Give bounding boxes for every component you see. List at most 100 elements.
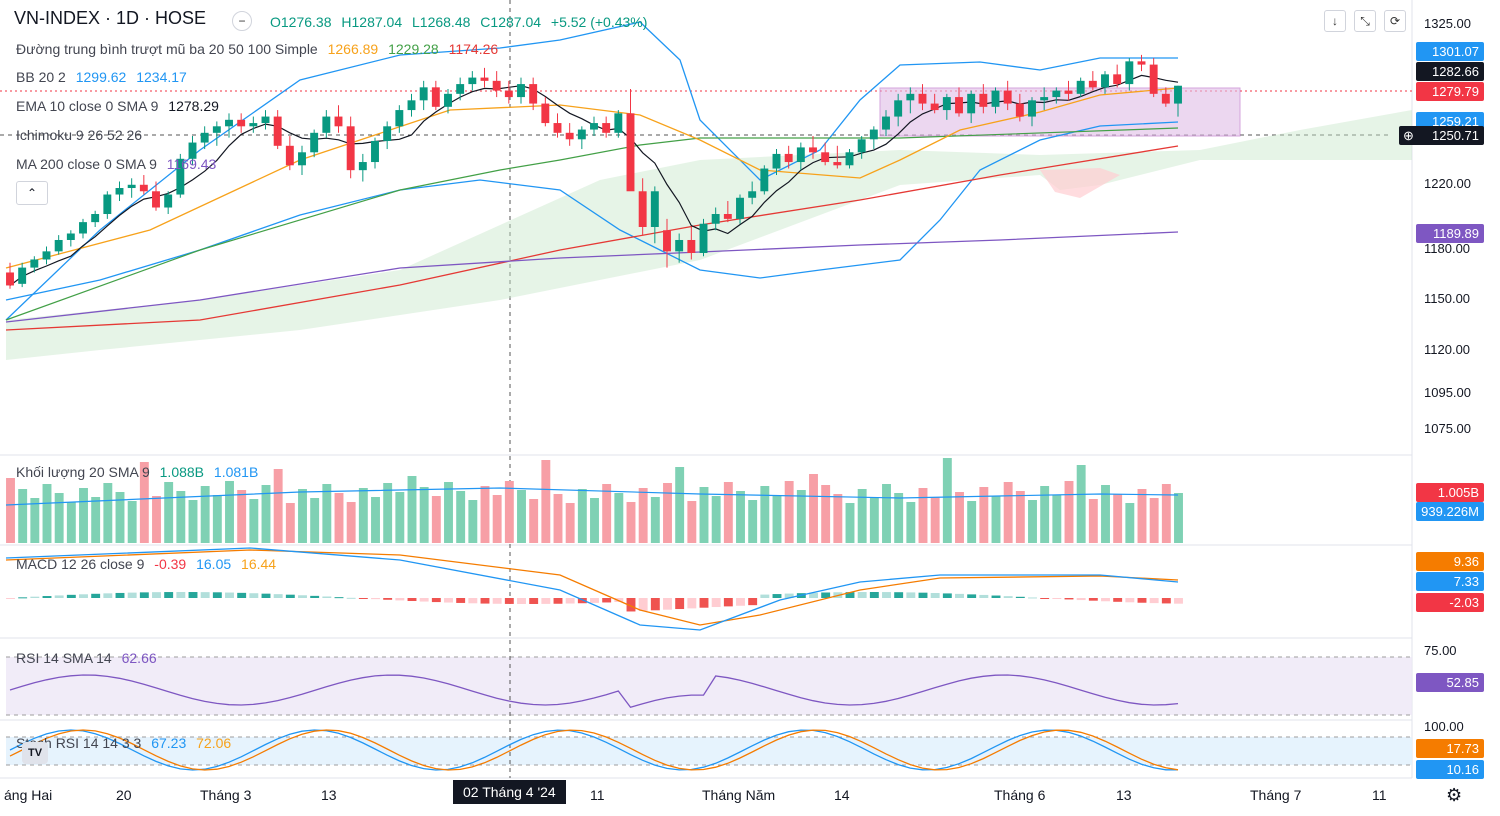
- macd-histogram-bar: [225, 592, 234, 598]
- collapse-legend-button[interactable]: ⌃: [16, 181, 48, 205]
- ma200-legend[interactable]: MA 200 close 0 SMA 9 1169.43: [16, 156, 222, 172]
- tradingview-logo-icon[interactable]: TV: [22, 742, 48, 764]
- ichimoku-label: Ichimoku 9 26 52 26: [16, 127, 143, 143]
- candle-body: [663, 230, 671, 252]
- macd-histogram-bar: [395, 598, 405, 601]
- volume-bar: [699, 487, 709, 543]
- volume-bar: [991, 496, 1001, 543]
- macd-histogram-bar: [979, 594, 989, 598]
- candle-body: [626, 113, 635, 192]
- macd-histogram-bar: [164, 592, 174, 598]
- macd-histogram-bar: [748, 598, 758, 606]
- scroll-down-button[interactable]: ↓: [1324, 10, 1346, 32]
- candle-body: [66, 233, 75, 240]
- candle-body: [492, 80, 501, 91]
- bollinger-lower-line: [5, 121, 1179, 301]
- symbol-title: VN-INDEX · 1D · HOSE: [14, 8, 207, 28]
- volume-bar: [273, 469, 283, 543]
- macd-histogram-bar: [663, 598, 672, 610]
- x-tick-label: 11: [1372, 787, 1387, 803]
- macd-histogram-bar: [504, 598, 514, 604]
- ma200-line: [5, 231, 1179, 323]
- volume-bar: [541, 460, 551, 543]
- expand-button[interactable]: ⤡: [1354, 10, 1376, 32]
- macd-histogram-bar: [760, 594, 770, 598]
- y-tick-label: 1180.00: [1424, 241, 1471, 256]
- macd-histogram-bar: [371, 598, 380, 600]
- volume-bar: [626, 502, 636, 543]
- y-tick-label: 1325.00: [1424, 16, 1471, 31]
- macd-histogram-bar: [1125, 598, 1135, 603]
- candle-body: [383, 126, 392, 141]
- macd-histogram-bar: [188, 592, 198, 598]
- volume-bar: [967, 501, 977, 543]
- stoch-legend[interactable]: Stoch RSI 14 14 3 3 67.23 72.06: [16, 735, 237, 751]
- bb-legend[interactable]: BB 20 2 1299.62 1234.17: [16, 69, 193, 85]
- ma200-price-label: 1189.89: [1416, 224, 1484, 243]
- macd-histogram-bar: [419, 598, 429, 602]
- low-value: L1268.48: [412, 14, 471, 30]
- macd-histogram-bar: [638, 598, 648, 611]
- macd-histogram-bar: [1137, 598, 1147, 603]
- volume-bar: [261, 485, 271, 543]
- volume-bar: [66, 502, 76, 543]
- candle-body: [18, 267, 27, 284]
- macd-histogram-bar: [407, 598, 417, 602]
- y-tick-label: 1220.00: [1424, 176, 1471, 191]
- volume-bar: [1113, 494, 1123, 543]
- stoch-tick-label: 100.00: [1424, 719, 1464, 734]
- macd-histogram-bar: [261, 593, 271, 598]
- candle-body: [115, 188, 124, 195]
- x-tick-label: Tháng Năm: [702, 787, 776, 803]
- volume-sma-line: [5, 487, 1179, 506]
- macd-histogram-bar: [675, 598, 685, 610]
- volume-sma-price-label: 939.226M: [1416, 502, 1484, 521]
- ema-v2: 1229.28: [388, 41, 439, 57]
- volume-bar: [906, 502, 916, 543]
- volume-legend[interactable]: Khối lượng 20 SMA 9 1.088B 1.081B: [16, 464, 264, 480]
- macd-histogram-bar: [127, 592, 137, 598]
- settings-gear-icon[interactable]: ⚙: [1446, 785, 1463, 805]
- macd-histogram-bar: [1149, 598, 1159, 604]
- macd-histogram-bar: [152, 592, 161, 598]
- ohlc-row: O1276.38 H1287.04 L1268.48 C1287.04 +5.5…: [270, 14, 653, 30]
- candle-body: [1137, 61, 1146, 65]
- candle-body: [42, 251, 51, 260]
- macd-legend[interactable]: MACD 12 26 close 9 -0.39 16.05 16.44: [16, 556, 282, 572]
- candle-body: [456, 84, 465, 94]
- volume-bar: [772, 495, 782, 543]
- macd-histogram-bar: [942, 593, 952, 598]
- rsi-legend[interactable]: RSI 14 SMA 14 62.66: [16, 650, 163, 666]
- stoch-band: [6, 737, 1412, 765]
- volume-bar: [127, 501, 137, 543]
- hide-legend-button[interactable]: −: [232, 11, 252, 31]
- macd-v2: 16.05: [196, 556, 232, 572]
- volume-bar: [602, 484, 612, 543]
- volume-bar: [894, 493, 904, 543]
- volume-bar: [79, 488, 88, 543]
- macd-histogram-bar: [79, 594, 88, 598]
- y-tick-label: 1095.00: [1424, 385, 1471, 400]
- volume-bar: [237, 490, 247, 543]
- ema-legend[interactable]: Đường trung bình trượt mũ ba 20 50 100 S…: [16, 41, 504, 57]
- candle-body: [358, 162, 367, 171]
- volume-bar: [225, 481, 234, 543]
- ema10-legend[interactable]: EMA 10 close 0 SMA 9 1278.29: [16, 98, 225, 114]
- macd-hist-price-label: -2.03: [1416, 593, 1484, 612]
- macd-histogram-bar: [346, 597, 356, 599]
- volume-bar: [1028, 500, 1037, 543]
- volume-bar: [6, 478, 15, 543]
- vol-v2: 1.081B: [213, 464, 259, 480]
- candle-body: [517, 84, 525, 98]
- macd-histogram-bar: [1113, 598, 1123, 602]
- macd-b-price-label: 7.33: [1416, 572, 1484, 591]
- volume-bar: [882, 484, 891, 543]
- ichimoku-legend[interactable]: Ichimoku 9 26 52 26: [16, 127, 148, 143]
- refresh-button[interactable]: ⟳: [1384, 10, 1406, 32]
- candle-body: [723, 214, 732, 219]
- volume-bar: [407, 476, 417, 543]
- macd-histogram-bar: [212, 592, 222, 598]
- volume-bar: [492, 495, 502, 543]
- plus-circle-icon[interactable]: ⊕: [1403, 128, 1414, 143]
